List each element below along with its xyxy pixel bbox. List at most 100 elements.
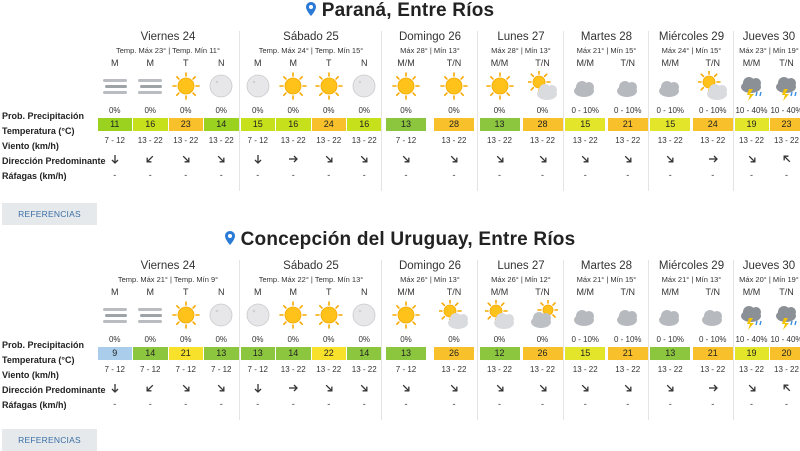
temperature-value: 28	[434, 118, 474, 131]
day-name: Jueves 30	[734, 31, 800, 43]
wind-direction-arrow-icon	[274, 381, 312, 393]
moon-icon	[202, 300, 240, 330]
sun-icon	[481, 71, 519, 101]
wind-direction-arrow-icon	[239, 152, 277, 164]
period-label: M	[96, 287, 134, 297]
wind-direction-arrow-icon	[609, 381, 647, 393]
day-temp-range: Máx 21° | Mín 15°	[564, 46, 649, 55]
precipitation-value: 0%	[481, 106, 519, 115]
wind-direction-arrow-icon	[131, 152, 169, 164]
temperature-value: 21	[608, 347, 648, 360]
wind-direction-arrow-icon	[733, 381, 771, 393]
wind-direction-arrow-icon	[167, 152, 205, 164]
temperature-value: 13	[241, 347, 276, 360]
temperature-value: 12	[480, 347, 520, 360]
precipitation-value: 0%	[96, 335, 134, 344]
gust-value: -	[310, 170, 348, 180]
period-label: M	[239, 58, 277, 68]
sun-icon	[387, 71, 425, 101]
wind-direction-arrow-icon	[768, 152, 800, 164]
storm-icon	[733, 300, 771, 330]
temperature-value: 28	[523, 118, 563, 131]
sun-icon	[387, 300, 425, 330]
temperature-value: 26	[523, 347, 563, 360]
wind-value: 13 - 22	[733, 365, 771, 374]
city-name: Paraná, Entre Ríos	[322, 0, 495, 21]
partly-cloudy-icon	[481, 300, 519, 330]
referencias-button[interactable]: REFERENCIAS	[2, 429, 97, 451]
temperature-value: 14	[204, 118, 239, 131]
day-temp-range: Máx 28° | Mín 13°	[382, 46, 478, 55]
period-label: M	[131, 58, 169, 68]
precipitation-value: 0%	[167, 106, 205, 115]
precipitation-value: 0 - 10%	[566, 335, 604, 344]
gust-value: -	[310, 399, 348, 409]
wind-direction-arrow-icon	[481, 152, 519, 164]
storm-icon	[733, 71, 771, 101]
label-temperature: Temperatura (°C)	[2, 355, 74, 365]
fog-icon	[96, 300, 134, 330]
period-label: T/N	[694, 287, 732, 297]
wind-value: 7 - 12	[131, 365, 169, 374]
wind-value: 13 - 22	[274, 365, 312, 374]
wind-value: 13 - 22	[131, 136, 169, 145]
partly-cloudy-icon	[524, 71, 562, 101]
wind-value: 7 - 12	[239, 365, 277, 374]
gust-value: -	[524, 170, 562, 180]
sun-icon	[435, 71, 473, 101]
day-temp-range: Máx 26° | Mín 13°	[382, 275, 478, 284]
label-wind: Viento (km/h)	[2, 141, 59, 151]
period-label: M/M	[651, 287, 689, 297]
precipitation-value: 0 - 10%	[651, 335, 689, 344]
precipitation-value: 0%	[131, 106, 169, 115]
cloud-icon	[609, 300, 647, 330]
gust-value: -	[387, 399, 425, 409]
day-name: Sábado 25	[240, 260, 382, 272]
gust-value: -	[96, 399, 134, 409]
cloud-icon	[651, 71, 689, 101]
precipitation-value: 0%	[167, 335, 205, 344]
period-label: M	[131, 287, 169, 297]
gust-value: -	[651, 170, 689, 180]
period-label: M/M	[566, 58, 604, 68]
period-label: T/N	[435, 58, 473, 68]
wind-value: 13 - 22	[274, 136, 312, 145]
moon-icon	[239, 71, 277, 101]
wind-value: 7 - 12	[387, 365, 425, 374]
day-name: Lunes 27	[478, 31, 564, 43]
wind-value: 13 - 22	[651, 136, 689, 145]
wind-direction-arrow-icon	[566, 152, 604, 164]
period-label: T/N	[609, 287, 647, 297]
gust-value: -	[435, 399, 473, 409]
wind-direction-arrow-icon	[694, 152, 732, 164]
temperature-value: 20	[770, 347, 800, 360]
precipitation-value: 0%	[239, 106, 277, 115]
precipitation-value: 0%	[310, 335, 348, 344]
temperature-value: 21	[693, 347, 733, 360]
referencias-button[interactable]: REFERENCIAS	[2, 203, 97, 225]
temperature-value: 15	[241, 118, 276, 131]
precipitation-value: 0%	[435, 335, 473, 344]
gust-value: -	[768, 170, 800, 180]
wind-direction-arrow-icon	[345, 381, 383, 393]
day-name: Miércoles 29	[649, 31, 734, 43]
label-wind: Viento (km/h)	[2, 370, 59, 380]
wind-value: 13 - 22	[566, 136, 604, 145]
period-label: M	[274, 58, 312, 68]
temperature-value: 15	[565, 118, 605, 131]
wind-value: 13 - 22	[345, 365, 383, 374]
precipitation-value: 0 - 10%	[609, 335, 647, 344]
wind-value: 13 - 22	[694, 365, 732, 374]
gust-value: -	[167, 399, 205, 409]
wind-direction-arrow-icon	[566, 381, 604, 393]
gust-value: -	[202, 170, 240, 180]
precipitation-value: 0%	[387, 106, 425, 115]
